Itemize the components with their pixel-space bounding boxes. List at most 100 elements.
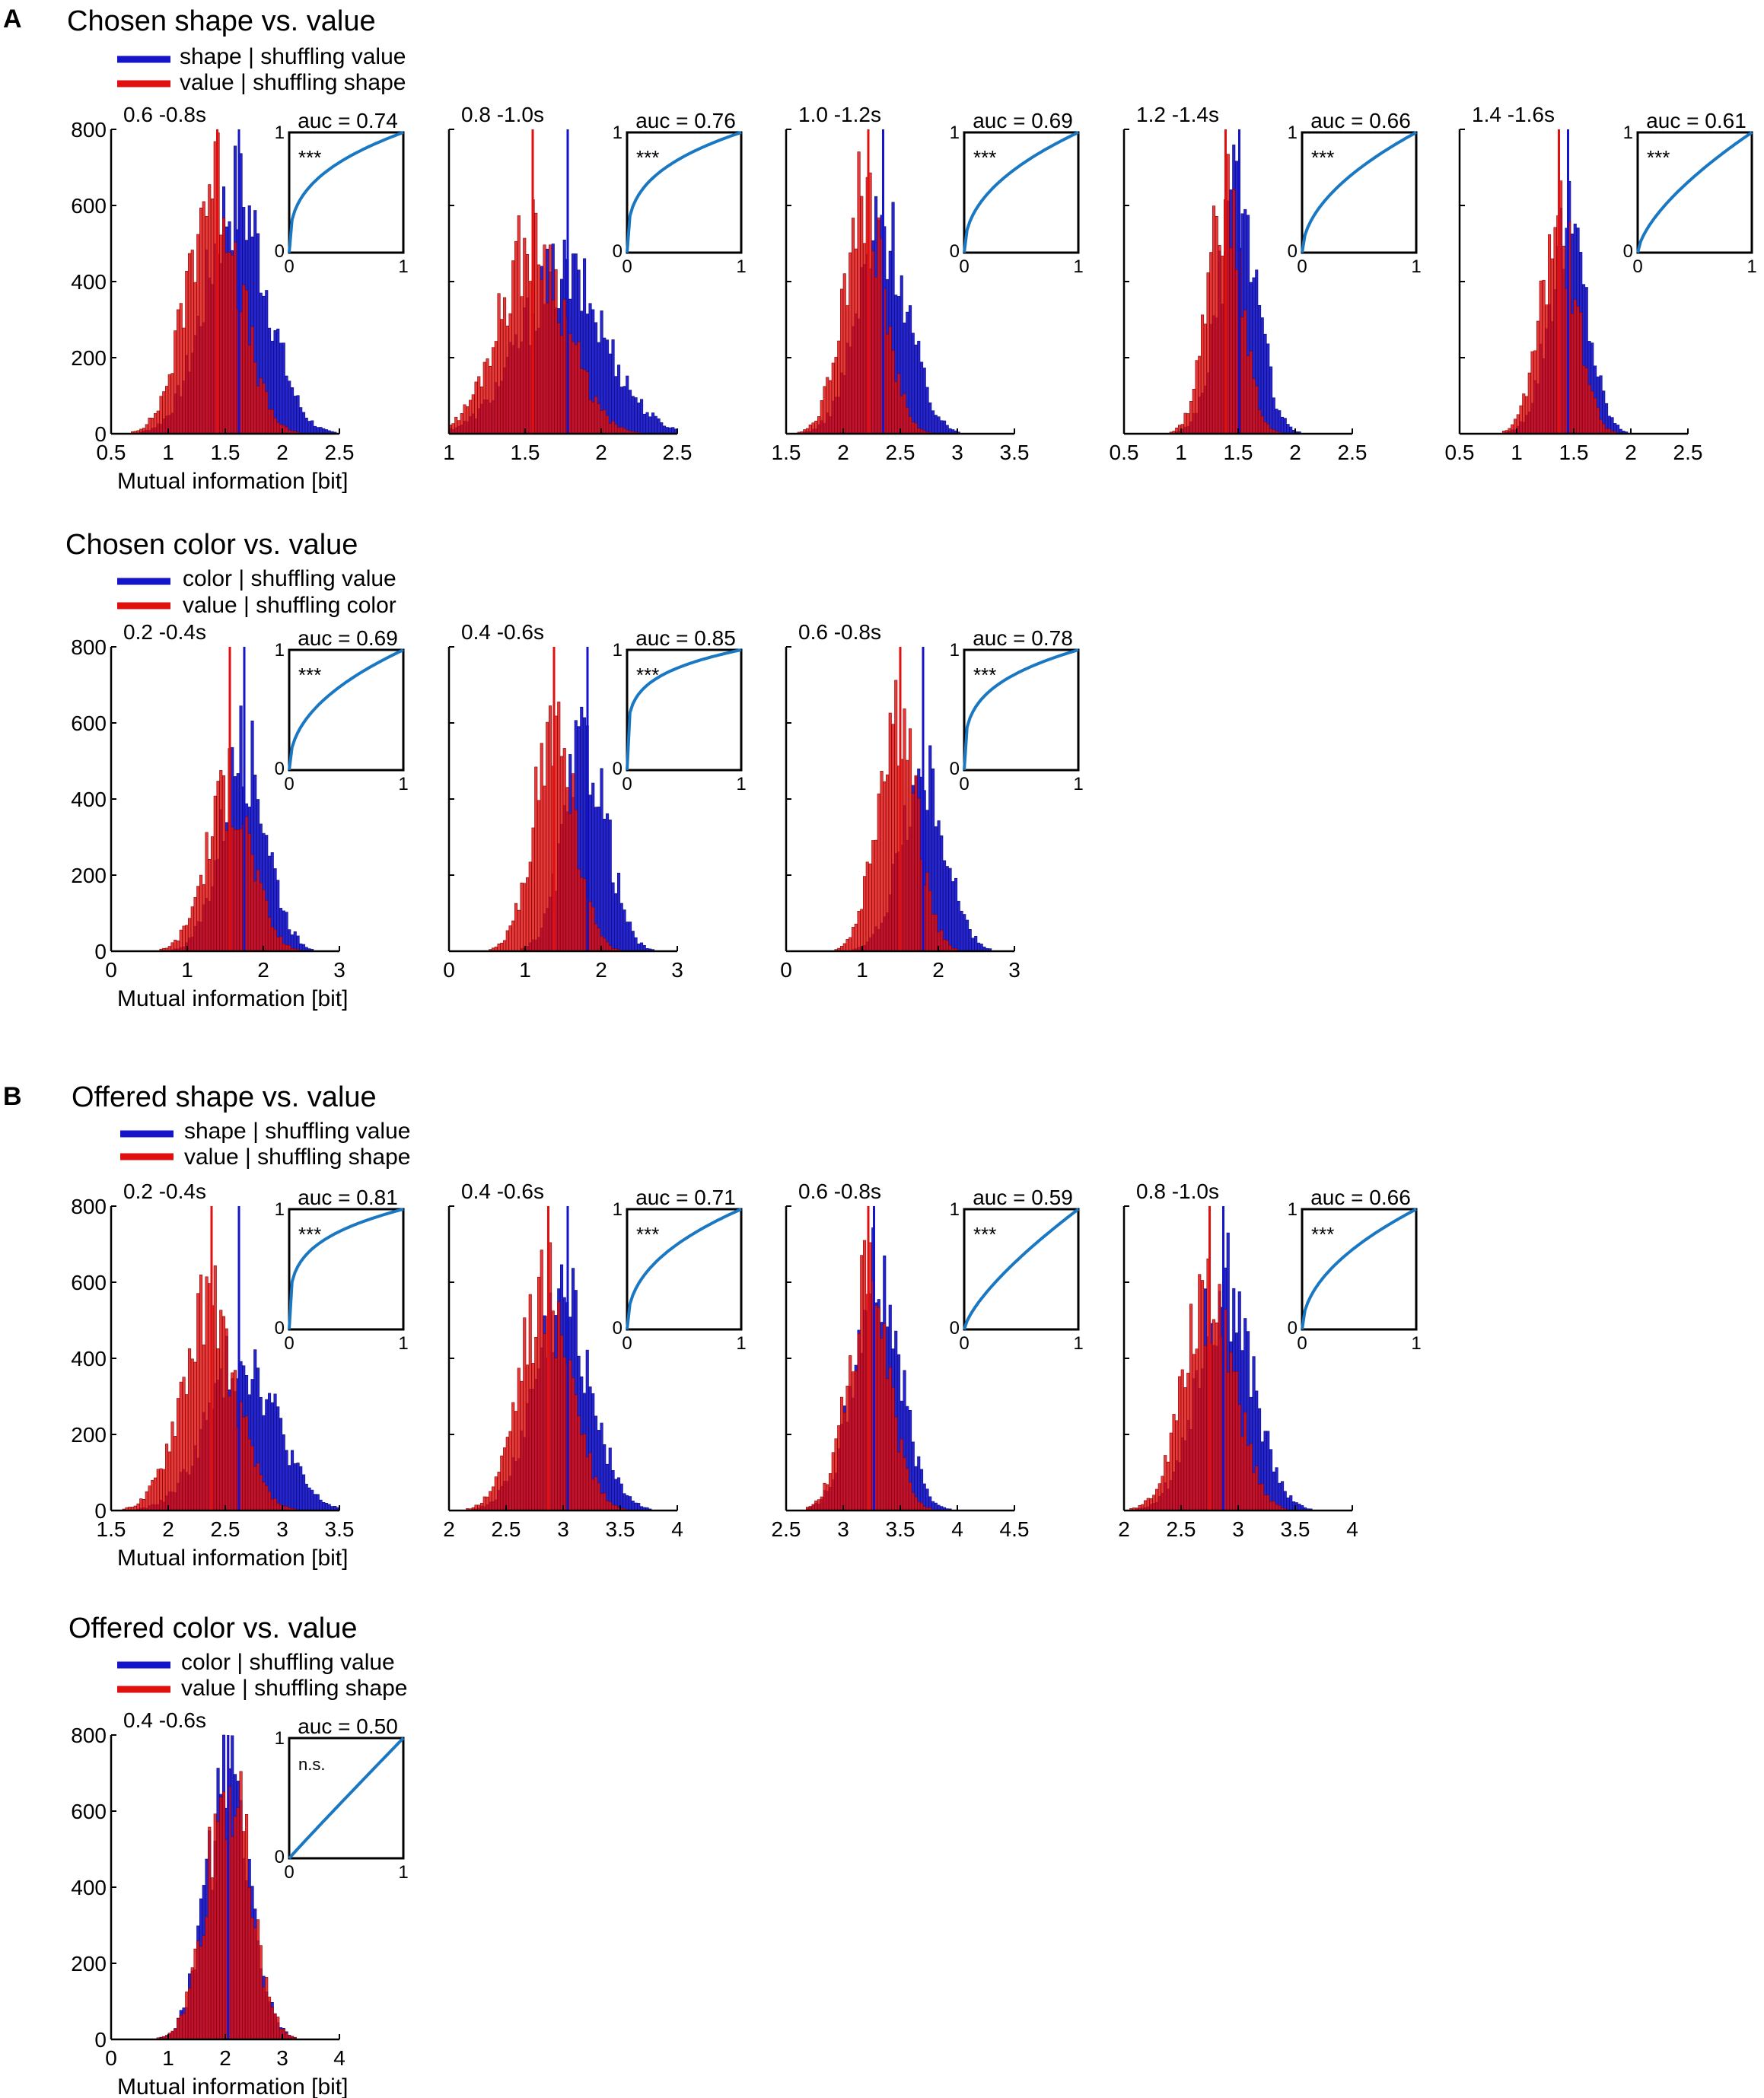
blue-bar xyxy=(1266,343,1270,435)
red-bar xyxy=(210,836,215,952)
red-bar xyxy=(514,903,518,952)
red-bar xyxy=(840,1396,844,1511)
red-bar xyxy=(820,400,823,435)
red-bar xyxy=(1152,1495,1156,1511)
blue-bar xyxy=(301,412,306,435)
red-bar xyxy=(852,1371,855,1511)
red-bar xyxy=(537,800,541,952)
red-bar xyxy=(837,1425,841,1511)
red-bar xyxy=(511,1402,515,1511)
blue-bar xyxy=(619,387,623,435)
red-bar xyxy=(199,874,203,952)
red-bar xyxy=(1243,1412,1247,1511)
red-bar xyxy=(603,1492,607,1511)
x-tick-label: 2 xyxy=(932,958,944,982)
red-bar xyxy=(548,705,552,952)
auc-label: auc = 0.61 xyxy=(1646,109,1746,132)
red-bar xyxy=(233,242,237,435)
red-bar xyxy=(489,1491,492,1511)
auc-label: auc = 0.69 xyxy=(298,626,398,650)
red-bar xyxy=(1161,1476,1164,1511)
legend-label: value | shuffling shape xyxy=(184,1145,410,1170)
red-bar xyxy=(537,1276,541,1511)
y-tick-label: 800 xyxy=(71,118,107,142)
red-bar xyxy=(1235,269,1239,435)
section-chosen-shape: Chosen shape vs. value shape | shuffling… xyxy=(67,5,406,95)
x-axis-label: Mutual information [bit] xyxy=(117,469,348,494)
red-bar xyxy=(863,1240,867,1511)
red-bar xyxy=(849,937,852,952)
red-bar xyxy=(543,1333,546,1511)
red-bar xyxy=(285,2033,288,2040)
red-bar xyxy=(179,2014,183,2040)
red-bar xyxy=(911,422,915,435)
red-bar xyxy=(177,941,180,952)
red-bar xyxy=(262,890,266,952)
red-bar xyxy=(165,386,169,435)
red-bar xyxy=(479,386,484,435)
red-bar xyxy=(559,1335,564,1511)
red-bar xyxy=(1198,355,1202,435)
roc-y-tick-label: 1 xyxy=(275,1728,285,1749)
red-bar xyxy=(208,1826,212,2040)
time-window-label: 0.4 -0.6s xyxy=(123,1708,206,1732)
red-bar xyxy=(471,394,475,435)
red-bar xyxy=(857,1333,861,1511)
x-tick-label: 1 xyxy=(162,2046,174,2070)
red-bar xyxy=(891,350,895,435)
blue-bar xyxy=(299,1466,303,1511)
red-bar xyxy=(231,826,234,952)
red-bar xyxy=(1183,1387,1187,1511)
red-bar xyxy=(540,279,543,435)
red-bar xyxy=(219,1797,223,2040)
auc-label: auc = 0.85 xyxy=(635,626,736,650)
blue-bar xyxy=(665,427,669,435)
red-bar xyxy=(1226,154,1230,435)
red-bar xyxy=(182,1377,186,1511)
red-bar xyxy=(482,361,486,435)
red-bar xyxy=(551,299,555,435)
red-bar xyxy=(177,309,180,435)
blue-bar xyxy=(654,415,658,435)
red-bar xyxy=(196,234,200,435)
blue-bar xyxy=(270,1402,274,1511)
red-bar xyxy=(945,940,949,952)
x-tick-label: 3 xyxy=(951,441,963,464)
red-bar xyxy=(1260,1483,1264,1511)
red-bar xyxy=(270,2007,274,2040)
red-bar xyxy=(1269,1501,1273,1511)
roc-x-tick-label: 0 xyxy=(959,774,969,794)
x-tick-label: 3.5 xyxy=(1281,1517,1310,1541)
y-tick-label: 400 xyxy=(71,1876,107,1899)
blue-bar xyxy=(290,1450,295,1511)
red-bar xyxy=(185,1394,189,1511)
red-bar xyxy=(525,1364,530,1511)
x-tick-label: 4 xyxy=(333,2046,345,2070)
red-bar xyxy=(265,1977,269,2040)
red-bar xyxy=(1260,415,1264,435)
y-tick-label: 600 xyxy=(71,194,107,218)
red-bar xyxy=(270,409,274,435)
significance-label: *** xyxy=(973,1223,996,1246)
roc-y-tick-label: 1 xyxy=(950,640,960,661)
red-bar xyxy=(517,215,521,435)
red-bar xyxy=(136,1503,140,1511)
roc-inset-frame xyxy=(1636,131,1753,254)
red-bar xyxy=(244,289,249,435)
red-bar xyxy=(1206,272,1210,435)
blue-bar xyxy=(662,425,667,435)
histogram-9: 2 2.5 3 3.5 4 0.4 -0.6s auc = 0.71 *** 1 00 1 xyxy=(443,1180,746,1541)
red-bar xyxy=(162,1469,166,1511)
blue-bar xyxy=(1289,426,1293,435)
red-bar xyxy=(574,344,578,435)
histogram-5: 0 1 2 3 0 200 400 600 800 Mutual information [bit… xyxy=(71,620,408,1011)
red-bar xyxy=(543,244,546,435)
red-bar xyxy=(454,416,458,435)
roc-curve xyxy=(963,131,1079,253)
blue-bar xyxy=(1275,1467,1278,1511)
red-bar xyxy=(523,883,527,952)
red-bar xyxy=(911,793,915,952)
red-bar xyxy=(1201,1280,1205,1511)
red-bar xyxy=(580,1434,584,1511)
blue-bar xyxy=(951,881,955,952)
